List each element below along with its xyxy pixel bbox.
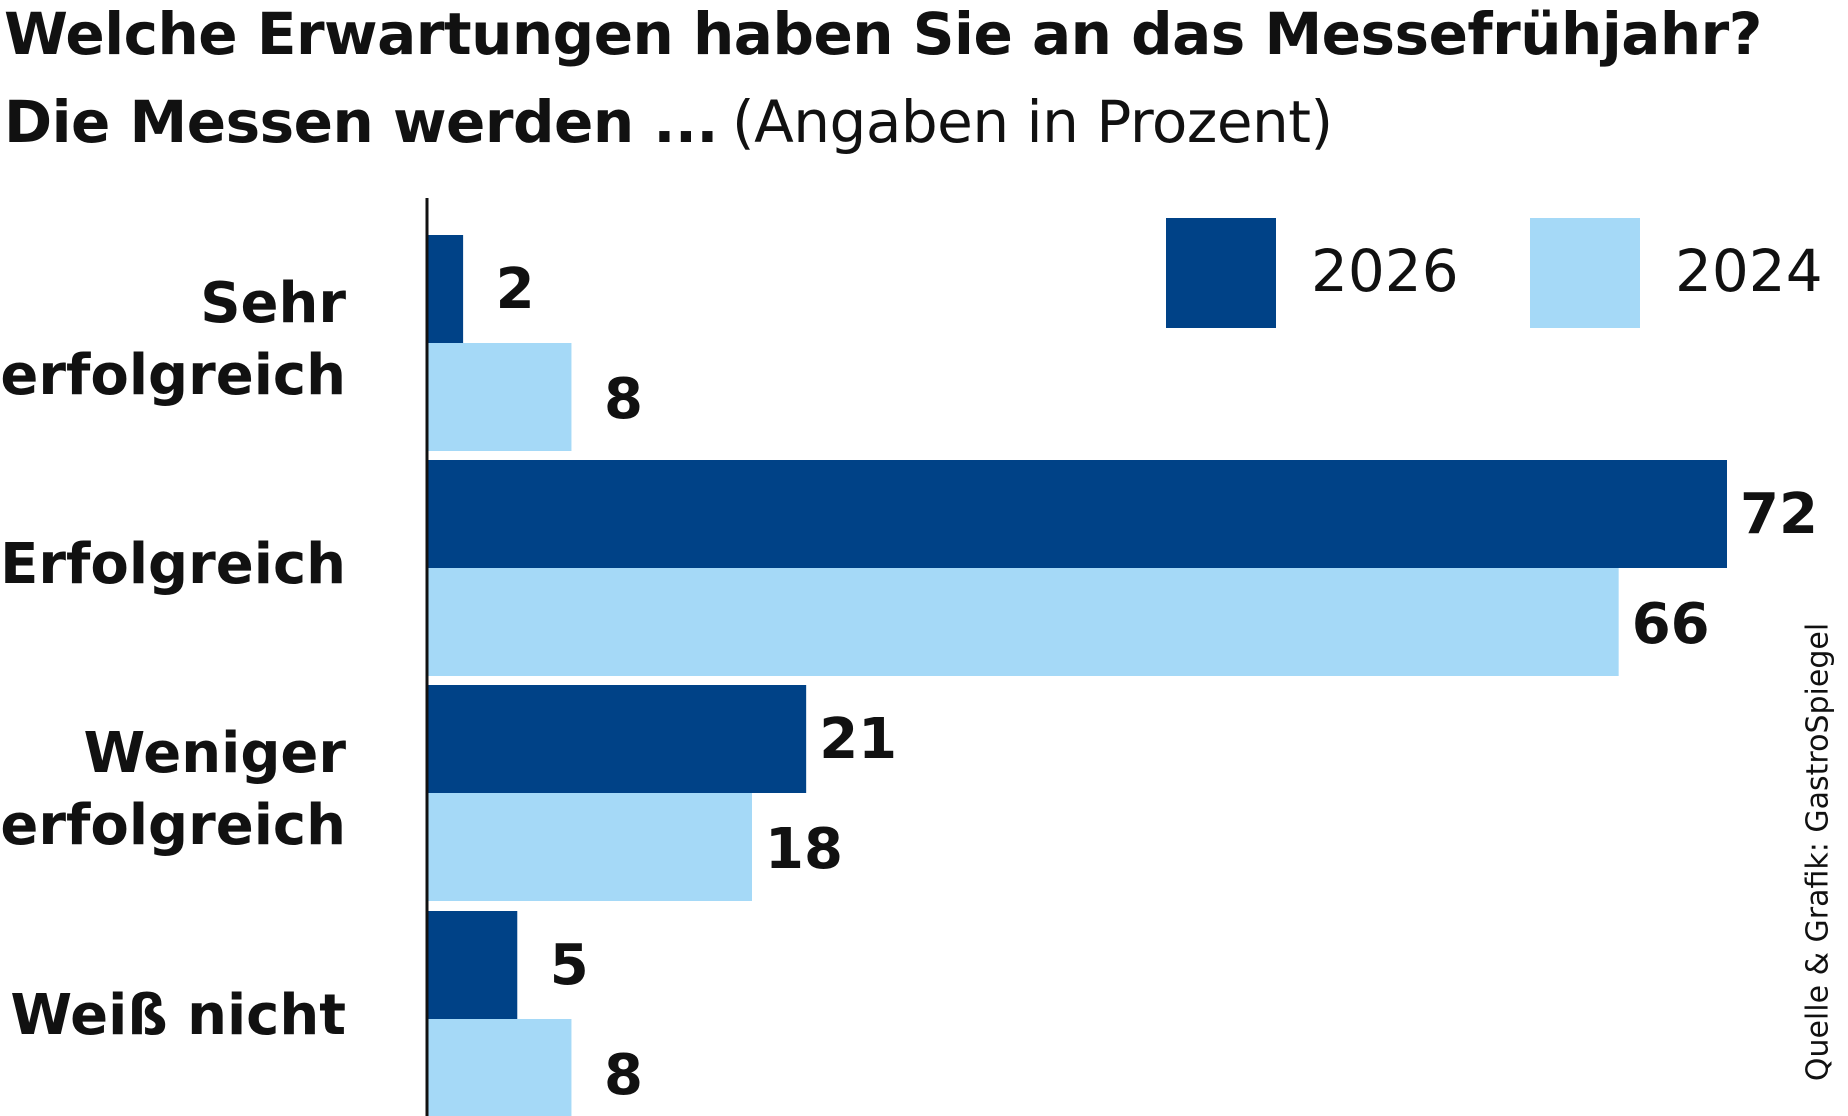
category-label-2: Weniger erfolgreich [0, 721, 346, 858]
bar-2024-3 [427, 1019, 572, 1116]
bar-2026-3 [427, 911, 518, 1019]
bar-2026-1 [427, 460, 1727, 568]
value-label-2024-1: 66 [1632, 592, 1710, 657]
value-label-2024-3: 8 [604, 1043, 643, 1108]
bar-2024-2 [427, 793, 752, 901]
bar-2024-0 [427, 343, 572, 451]
value-label-2026-0: 2 [496, 257, 535, 322]
value-label-2026-1: 72 [1740, 482, 1818, 547]
category-label-line: Sehr [200, 271, 346, 336]
bar-2024-1 [427, 568, 1619, 676]
value-label-2026-3: 5 [550, 933, 589, 998]
category-label-line: erfolgreich [0, 793, 346, 858]
category-label-3: Weiß nicht [10, 983, 346, 1048]
value-label-2026-2: 21 [819, 707, 897, 772]
legend-label-2024: 2024 [1675, 237, 1823, 305]
legend-swatch-2026 [1166, 218, 1276, 328]
category-label-1: Erfolgreich [0, 532, 346, 597]
chart-title: Welche Erwartungen haben Sie an das Mess… [4, 0, 1762, 68]
value-label-2024-2: 18 [765, 817, 843, 882]
subtitle-unit: (Angaben in Prozent) [731, 88, 1333, 156]
value-label-2024-0: 8 [604, 367, 643, 432]
bar-2026-2 [427, 685, 807, 793]
source-credit: Quelle & Grafik: GastroSpiegel [1800, 622, 1836, 1082]
bar-2026-0 [427, 235, 464, 343]
legend-label-2026: 2026 [1311, 237, 1459, 305]
category-label-line: Weiß nicht [10, 983, 346, 1048]
legend-swatch-2024 [1530, 218, 1640, 328]
category-label-0: Sehr erfolgreich [0, 271, 346, 408]
category-label-line: Erfolgreich [0, 532, 346, 597]
category-label-line: erfolgreich [0, 343, 346, 408]
subtitle-bold: Die Messen werden ... [4, 88, 718, 156]
category-label-line: Weniger [84, 721, 347, 786]
chart-subtitle: Die Messen werden ... (Angaben in Prozent… [4, 88, 1333, 158]
